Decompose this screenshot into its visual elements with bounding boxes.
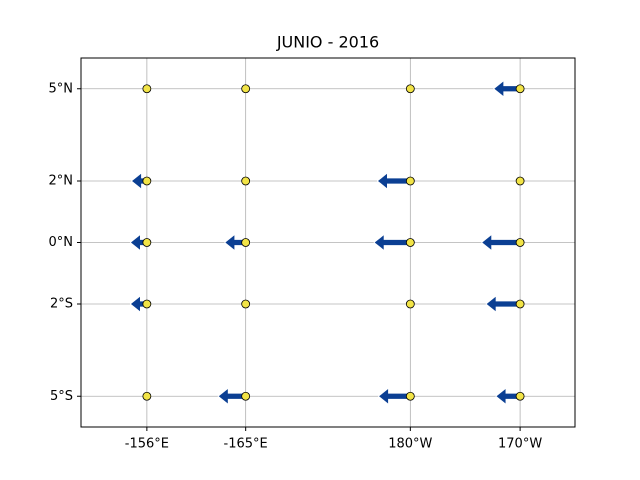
y-tick-label: 2°S [50,297,73,312]
point [515,391,525,401]
point-layer [142,84,525,401]
arrow [373,233,411,252]
point [241,176,251,186]
point [142,84,152,94]
x-tick-label: 180°W [388,437,432,452]
grid-layer [81,58,575,427]
point [142,299,152,309]
point [515,299,525,309]
point [142,176,152,186]
point [241,299,251,309]
arrow [481,233,521,252]
chart-title: JUNIO - 2016 [276,33,379,52]
y-tick-label: 5°S [50,389,73,404]
x-tick-label: -156°E [125,437,169,452]
point [142,238,152,247]
point [405,238,415,247]
point [515,238,525,247]
y-tick-label: 5°N [49,81,74,96]
arrow [485,295,521,313]
arrow [376,172,411,190]
x-tick-label: 170°W [498,437,542,452]
point [405,176,415,186]
arrow [377,387,411,406]
y-tick-label: 0°N [49,235,74,250]
point [405,391,415,401]
point [515,176,525,186]
y-tick-label: 2°N [49,174,74,189]
x-tick-label: -165°E [224,437,268,452]
point [142,391,152,401]
point [241,391,251,401]
point [241,84,251,94]
point [241,238,251,247]
point [405,84,415,94]
point [515,84,525,94]
point [405,299,415,309]
